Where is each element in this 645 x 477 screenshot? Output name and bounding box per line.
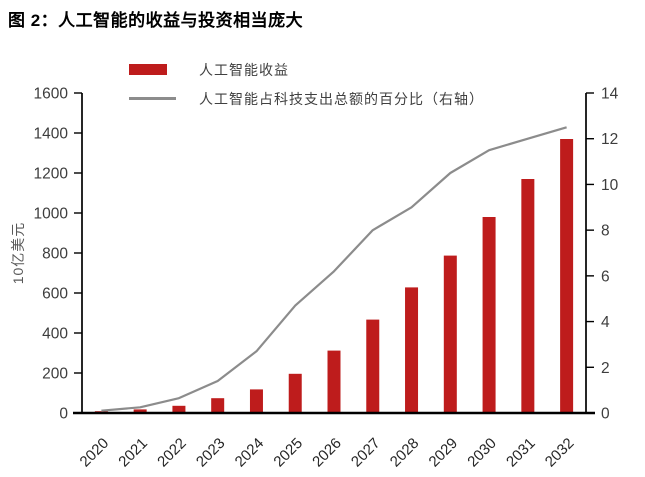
y-left-tick-label: 1400 (34, 126, 69, 143)
y-right-tick-label: 4 (601, 314, 610, 331)
bar-2025 (288, 373, 302, 413)
bar-2029 (443, 255, 457, 413)
legend-item-percentage: 人工智能占科技支出总额的百分比（右轴） (129, 84, 484, 113)
y-right-tick-label: 2 (601, 360, 610, 377)
x-tick-label: 2025 (270, 435, 306, 471)
y-left-tick-label: 1000 (34, 206, 69, 223)
legend: 人工智能收益 人工智能占科技支出总额的百分比（右轴） (129, 55, 484, 113)
bar-swatch-icon (129, 64, 167, 75)
y-left-tick-label: 400 (42, 326, 68, 343)
y-right-tick-label: 12 (601, 131, 618, 148)
x-tick-label: 2022 (154, 435, 190, 471)
x-tick-label: 2020 (77, 435, 113, 471)
bar-2031 (521, 179, 535, 413)
bar-2024 (249, 389, 263, 413)
legend-label-percentage: 人工智能占科技支出总额的百分比（右轴） (199, 90, 484, 107)
x-tick-label: 2031 (503, 435, 539, 471)
bar-2021 (133, 409, 147, 413)
bar-2027 (366, 319, 380, 413)
y-left-tick-label: 800 (42, 246, 68, 263)
bar-2032 (560, 139, 574, 413)
x-tick-label: 2029 (426, 435, 462, 471)
x-tick-label: 2023 (193, 435, 229, 471)
y-left-tick-label: 1200 (34, 166, 69, 183)
bar-2028 (405, 287, 419, 413)
x-tick-label: 2028 (387, 435, 423, 471)
bar-2026 (327, 350, 341, 413)
legend-key (129, 97, 199, 100)
y-left-tick-label: 600 (42, 286, 68, 303)
x-tick-label: 2027 (348, 435, 384, 471)
x-tick-label: 2030 (464, 435, 500, 471)
line-swatch-icon (129, 97, 176, 100)
y-right-tick-label: 8 (601, 223, 610, 240)
y-right-tick-label: 10 (601, 177, 619, 194)
bar-2023 (211, 398, 225, 413)
x-tick-label: 2024 (232, 435, 268, 471)
y-right-tick-label: 6 (601, 268, 610, 285)
x-tick-label: 2021 (115, 435, 151, 471)
legend-label-revenue: 人工智能收益 (199, 61, 289, 78)
percentage-line (101, 126, 567, 412)
bar-2022 (172, 405, 186, 413)
y-left-tick-label: 200 (42, 366, 68, 383)
bar-2030 (482, 217, 496, 413)
y-left-tick-label: 0 (59, 406, 68, 423)
y-right-tick-label: 14 (601, 86, 619, 103)
legend-key (129, 64, 199, 75)
figure-title: 图 2：人工智能的收益与投资相当庞大 (8, 11, 304, 30)
legend-item-revenue: 人工智能收益 (129, 55, 484, 84)
y-right-tick-label: 0 (601, 406, 610, 423)
y-left-tick-label: 1600 (34, 86, 69, 103)
x-tick-label: 2032 (542, 435, 578, 471)
x-tick-label: 2026 (309, 435, 345, 471)
